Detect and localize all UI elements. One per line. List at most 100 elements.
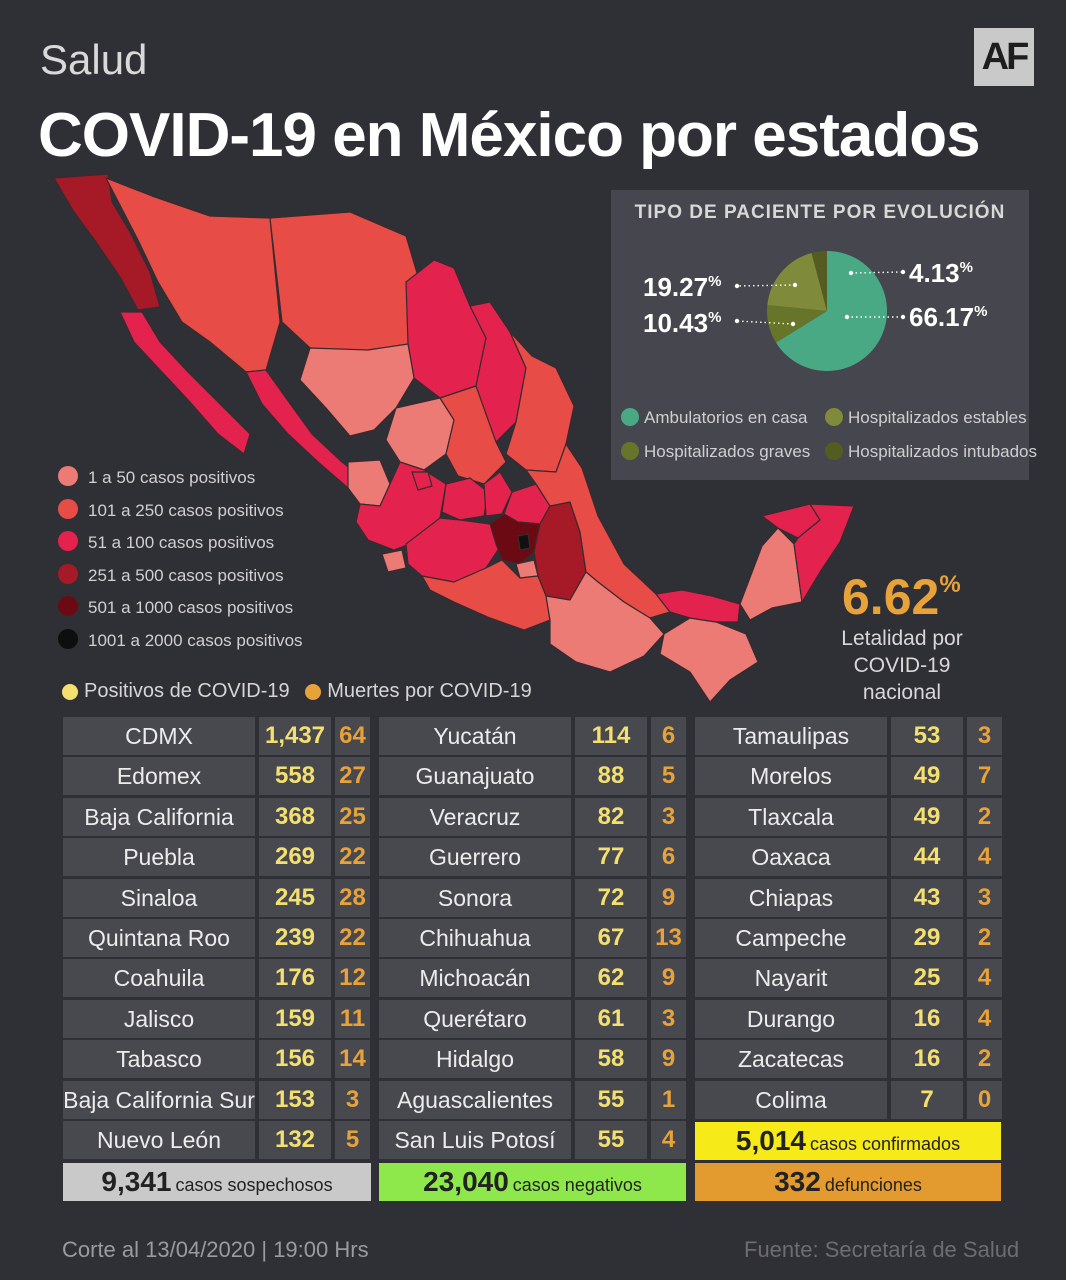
state-name: Durango — [695, 999, 887, 1038]
death-count: 3 — [967, 878, 1002, 917]
state-name: Guerrero — [379, 838, 571, 877]
mexico-map — [53, 173, 855, 703]
death-count: 3 — [651, 999, 686, 1038]
positive-count: 55 — [575, 1121, 647, 1159]
state-name: Nuevo León — [63, 1121, 255, 1159]
death-count: 7 — [967, 757, 1002, 796]
death-count: 3 — [335, 1080, 370, 1119]
legend-dot-icon — [58, 531, 78, 552]
lethality-label: Letalidad por COVID-19 nacional — [841, 627, 963, 704]
state-name: Aguascalientes — [379, 1080, 571, 1119]
pie-leader-dot — [900, 314, 906, 320]
positive-count: 77 — [575, 838, 647, 877]
legend-dot-icon — [58, 596, 78, 617]
death-count: 6 — [651, 838, 686, 877]
state-cdmx — [517, 533, 531, 551]
state-name: Zacatecas — [695, 1040, 887, 1079]
cutoff-date: Corte al 13/04/2020 | 19:00 Hrs — [62, 1237, 369, 1262]
pie-leader-dot — [900, 269, 906, 275]
state-name: Sonora — [379, 878, 571, 917]
death-count: 22 — [335, 919, 370, 957]
negativos-total: 23,040 casos negativos — [379, 1163, 686, 1201]
pie-legend-estables: Hospitalizados estables — [825, 408, 1027, 428]
positive-count: 49 — [891, 757, 963, 796]
state-aguascalientes — [411, 471, 433, 491]
pie-legend-graves: Hospitalizados graves — [621, 442, 810, 462]
state-quintana-roo — [793, 503, 855, 603]
pie-label-ambulatorios: 66.17% — [909, 302, 988, 332]
state-name: Baja California Sur — [63, 1080, 255, 1119]
state-name: Hidalgo — [379, 1040, 571, 1079]
positive-count: 44 — [891, 838, 963, 877]
positive-count: 43 — [891, 878, 963, 917]
positive-count: 67 — [575, 919, 647, 957]
legend-dot-icon — [621, 408, 639, 426]
state-morelos — [515, 559, 539, 579]
positive-count: 16 — [891, 999, 963, 1038]
legend-dot-icon — [58, 466, 78, 486]
state-name: Tamaulipas — [695, 717, 887, 755]
state-michoacan — [405, 517, 503, 583]
confirmados-total: 5,014 casos confirmados — [695, 1122, 1001, 1160]
death-count: 1 — [651, 1080, 686, 1119]
pie-leader-dot — [734, 318, 740, 324]
state-baja-california — [53, 173, 161, 311]
pie-label-intubados: 4.13% — [909, 258, 973, 288]
positive-count: 245 — [259, 878, 331, 917]
map-legend: 1 a 50 casos positivos 101 a 250 casos po… — [58, 466, 303, 662]
state-name: Chiapas — [695, 878, 887, 917]
death-count: 2 — [967, 797, 1002, 836]
pie-leader-dot — [734, 283, 740, 289]
positive-count: 558 — [259, 757, 331, 796]
pie-slice-estables — [767, 253, 827, 311]
state-name: Yucatán — [379, 717, 571, 755]
pie-chart — [734, 251, 906, 371]
pie-leader-dot — [792, 282, 798, 288]
death-count: 22 — [335, 838, 370, 877]
legend-dot-icon — [58, 498, 78, 519]
death-count: 12 — [335, 959, 370, 998]
positive-count: 25 — [891, 959, 963, 998]
positive-count: 7 — [891, 1080, 963, 1119]
pie-slice-intubados — [811, 251, 827, 311]
pie-leader-dot — [790, 321, 796, 327]
death-count: 3 — [651, 797, 686, 836]
positivos-dot-icon — [62, 684, 78, 700]
pie-leader-line — [736, 284, 796, 287]
death-count: 11 — [335, 999, 370, 1038]
state-name: Colima — [695, 1080, 887, 1119]
state-name: Tlaxcala — [695, 797, 887, 836]
state-guanajuato — [441, 477, 489, 521]
pie-leader-line — [736, 320, 794, 325]
pie-label-graves: 10.43% — [643, 308, 722, 338]
positive-count: 62 — [575, 959, 647, 998]
positive-count: 176 — [259, 959, 331, 998]
legend-item: 101 a 250 casos positivos — [58, 498, 303, 532]
legend-dot-icon — [58, 563, 78, 584]
pie-legend-ambulatorios: Ambulatorios en casa — [621, 408, 807, 428]
pie-slice-ambulatorios — [775, 251, 887, 371]
legend-item: 251 a 500 casos positivos — [58, 563, 303, 597]
positive-count: 72 — [575, 878, 647, 917]
death-count: 9 — [651, 959, 686, 998]
positive-count: 88 — [575, 757, 647, 796]
death-count: 64 — [335, 717, 370, 755]
state-name: Jalisco — [63, 999, 255, 1038]
death-count: 14 — [335, 1040, 370, 1079]
positive-count: 61 — [575, 999, 647, 1038]
positive-count: 159 — [259, 999, 331, 1038]
table-key: Positivos de COVID-19 Muertes por COVID-… — [62, 680, 532, 703]
death-count: 9 — [651, 878, 686, 917]
state-name: Veracruz — [379, 797, 571, 836]
state-durango — [299, 343, 415, 437]
positive-count: 55 — [575, 1080, 647, 1119]
state-name: Chihuahua — [379, 919, 571, 957]
state-name: Guanajuato — [379, 757, 571, 796]
death-count: 2 — [967, 919, 1002, 957]
state-name: Michoacán — [379, 959, 571, 998]
positive-count: 29 — [891, 919, 963, 957]
pie-legend-intubados: Hospitalizados intubados — [825, 442, 1037, 462]
positive-count: 269 — [259, 838, 331, 877]
state-zacatecas — [385, 397, 455, 471]
legend-dot-icon — [825, 408, 843, 426]
